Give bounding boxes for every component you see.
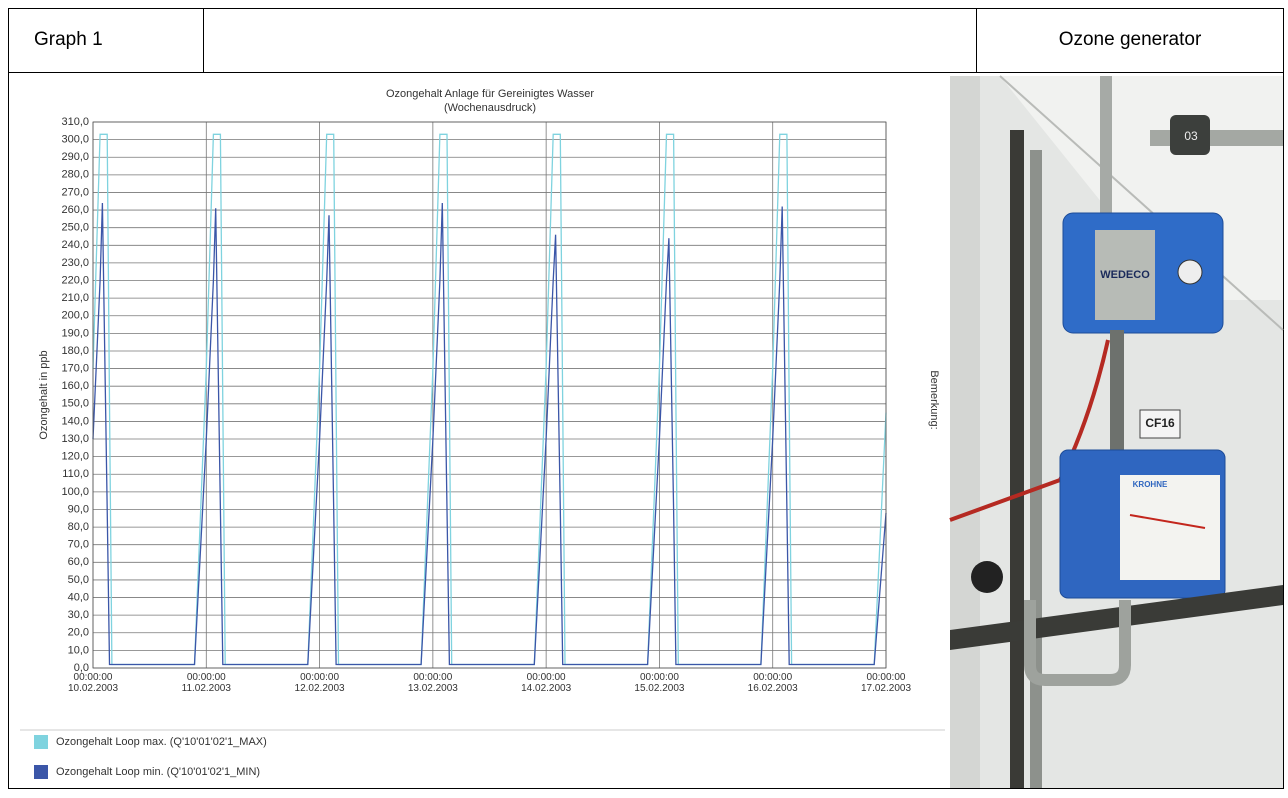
x-tick-label: 00:00:00 10.02.2003 (65, 672, 121, 694)
y-tick-label: 70,0 (68, 539, 89, 551)
x-tick-label: 00:00:00 12.02.2003 (292, 672, 348, 694)
y-tick-label: 60,0 (68, 556, 89, 568)
y-axis-label: Ozongehalt in ppb (38, 350, 50, 439)
y-tick-label: 140,0 (61, 415, 89, 427)
y-tick-label: 20,0 (68, 627, 89, 639)
legend-label: Ozongehalt Loop max. (Q'10'01'02'1_MAX) (56, 736, 267, 748)
y-tick-label: 150,0 (61, 398, 89, 410)
chart-subtitle: (Wochenausdruck) (444, 102, 536, 114)
photo (950, 76, 1283, 788)
y-tick-label: 110,0 (62, 468, 89, 480)
side-note: Bemerkung: (928, 370, 940, 429)
legend-swatch (34, 765, 48, 779)
x-tick-label: 00:00:00 13.02.2003 (405, 672, 461, 694)
y-tick-label: 270,0 (61, 186, 89, 198)
y-tick-label: 120,0 (61, 451, 89, 463)
page: Graph 1 Ozone generator Ozongehalt Anlag… (0, 0, 1288, 798)
y-tick-label: 220,0 (61, 274, 89, 286)
series-line (93, 203, 886, 665)
y-tick-label: 300,0 (61, 134, 89, 146)
photo-text: CF16 (1145, 416, 1175, 430)
y-tick-label: 260,0 (61, 204, 89, 216)
y-tick-label: 310,0 (61, 116, 89, 128)
photo-text: KROHNE (1133, 480, 1168, 489)
x-tick-label: 00:00:00 11.02.2003 (178, 672, 234, 694)
y-tick-label: 230,0 (61, 257, 89, 269)
graph-label: Graph 1 (34, 29, 103, 50)
y-tick-label: 170,0 (61, 362, 89, 374)
y-tick-label: 180,0 (61, 345, 89, 357)
y-tick-label: 40,0 (68, 591, 89, 603)
photo-text: WEDECO (1100, 269, 1150, 281)
y-tick-label: 200,0 (61, 310, 89, 322)
y-tick-label: 240,0 (61, 239, 89, 251)
chart-title: Ozongehalt Anlage für Gereinigtes Wasser (386, 88, 594, 100)
y-tick-label: 190,0 (61, 327, 89, 339)
y-tick-label: 130,0 (61, 433, 89, 445)
y-tick-label: 100,0 (61, 486, 89, 498)
x-tick-label: 00:00:00 14.02.2003 (518, 672, 574, 694)
y-tick-label: 90,0 (68, 503, 89, 515)
y-tick-label: 280,0 (61, 169, 89, 181)
y-tick-label: 80,0 (68, 521, 89, 533)
y-tick-label: 30,0 (68, 609, 89, 621)
y-tick-label: 10,0 (68, 644, 89, 656)
y-tick-label: 290,0 (61, 151, 89, 163)
photo-label: Ozone generator (1059, 29, 1202, 50)
legend-label: Ozongehalt Loop min. (Q'10'01'02'1_MIN) (56, 766, 260, 778)
plot-border (93, 122, 886, 668)
x-tick-label: 00:00:00 15.02.2003 (631, 672, 687, 694)
y-tick-label: 250,0 (61, 222, 89, 234)
series-line (93, 134, 886, 664)
x-tick-label: 00:00:00 16.02.2003 (745, 672, 801, 694)
y-tick-label: 50,0 (68, 574, 89, 586)
legend-swatch (34, 735, 48, 749)
y-tick-label: 160,0 (61, 380, 89, 392)
y-tick-label: 210,0 (61, 292, 89, 304)
photo-text: 03 (1184, 129, 1198, 143)
x-tick-label: 00:00:00 17.02.2003 (858, 672, 914, 694)
